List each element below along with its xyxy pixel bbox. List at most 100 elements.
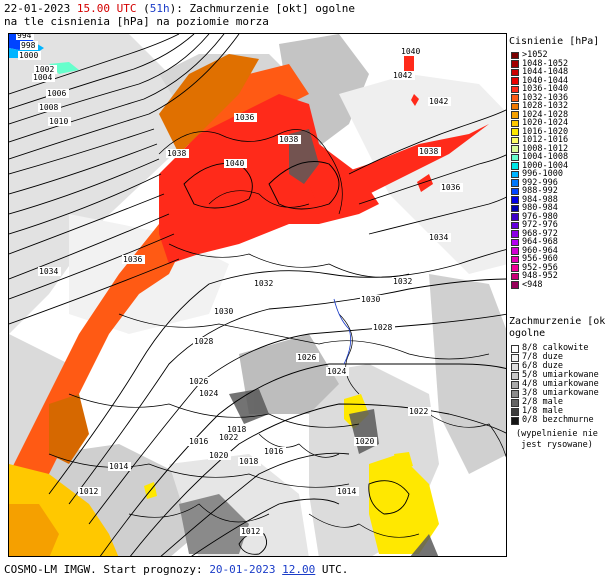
isobar-label-bg xyxy=(18,51,41,60)
legend-label: 960-964 xyxy=(522,245,558,256)
isobar-label-bg xyxy=(418,147,441,156)
isobar-label-bg xyxy=(208,451,231,460)
legend-swatch xyxy=(511,408,519,416)
pressure-legend-item: 1024-1028 xyxy=(509,110,605,120)
legend-swatch xyxy=(511,255,519,263)
legend-label: 3/8 umiarkowane xyxy=(522,388,599,398)
cloud-legend-title: Zachmurzenie [okt] xyxy=(509,316,605,327)
isobar-label: 1018 xyxy=(227,425,246,434)
isobar-label: 1024 xyxy=(199,389,218,398)
legend-swatch xyxy=(511,230,519,238)
isobar-label-bg xyxy=(408,407,431,416)
legend-swatch xyxy=(511,179,519,187)
isobar-label: 1008 xyxy=(39,103,58,112)
isobar-label: 1022 xyxy=(219,433,238,442)
pressure-legend-item: 1036-1040 xyxy=(509,85,605,94)
pressure-legend-item: 988-992 xyxy=(509,187,605,196)
legend-label: 972-976 xyxy=(522,220,558,230)
isobar-label-bg xyxy=(38,267,61,276)
isobar-label: 1038 xyxy=(419,147,438,156)
legend-swatch xyxy=(511,399,519,407)
isobar-label-bg xyxy=(218,433,241,442)
legend-label: >1052 xyxy=(522,50,548,60)
legend-swatch xyxy=(511,145,519,153)
isobar-label: 1016 xyxy=(264,447,283,456)
isobar-label-bg xyxy=(38,103,61,112)
isobar-label: 1014 xyxy=(337,487,356,496)
legend-swatch xyxy=(511,281,519,289)
legend-label: 956-960 xyxy=(522,254,558,264)
isobar-label-bg xyxy=(198,389,221,398)
legend-swatch xyxy=(511,187,519,195)
pressure-legend-item: 980-984 xyxy=(509,204,605,213)
isobar-label: 1036 xyxy=(235,113,254,122)
legend-label: 976-980 xyxy=(522,211,558,222)
legend-label: 1008-1012 xyxy=(522,143,569,154)
pressure-legend-item: 968-972 xyxy=(509,229,605,239)
isobar-label: 1024 xyxy=(327,367,346,376)
pressure-legend-item: 1000-1004 xyxy=(509,161,605,171)
legend-swatch xyxy=(511,354,519,362)
pressure-legend-item: 964-968 xyxy=(509,238,605,247)
legend-label: 964-968 xyxy=(522,237,558,247)
map-title: Zachmurzenie [okt] ogolne xyxy=(189,2,356,15)
river-line xyxy=(333,298,352,365)
isobar-label: 1006 xyxy=(47,89,66,98)
cloud-legend-item: 1/8 male xyxy=(509,407,605,416)
legend-label: 7/8 duze xyxy=(522,352,563,362)
legend-swatch xyxy=(511,119,519,127)
isobar-label-bg xyxy=(392,277,415,286)
isobar-label: 1012 xyxy=(241,527,260,536)
isobar-label-bg xyxy=(188,437,211,446)
legend-swatch xyxy=(511,372,519,380)
legend-swatch xyxy=(511,111,519,119)
isobar-label-bg xyxy=(240,527,263,536)
map-canvas: 1040 1042 1042 1038 1036 1034 1032 1030 1028 1026… xyxy=(9,34,506,556)
pressure-fill-layer xyxy=(9,34,489,556)
pressure-legend-item: 1040-1044 xyxy=(509,75,605,86)
footer-tz: UTC. xyxy=(315,563,349,576)
legend-label: 948-952 xyxy=(522,271,558,281)
isobar-label: 1000 xyxy=(19,51,38,60)
pressure-legend-item: 960-964 xyxy=(509,245,605,256)
legend-label: 952-956 xyxy=(522,262,558,273)
legend-swatch xyxy=(511,102,519,110)
isobar-label-bg xyxy=(428,97,451,106)
pressure-legend-item: 952-956 xyxy=(509,262,605,273)
isobar-label-bg xyxy=(253,279,276,288)
legend-label: <948 xyxy=(522,279,543,290)
legend-swatch xyxy=(511,68,519,76)
isobar-label: 1002 xyxy=(35,65,54,74)
isobar-label-bg xyxy=(224,159,247,168)
legend-swatch xyxy=(511,272,519,280)
isobar-label-bg xyxy=(263,447,286,456)
isobar-label-bg xyxy=(360,295,383,304)
cloud-legend-item: 5/8 umiarkowane xyxy=(509,371,605,380)
pressure-legend-item: >1052 xyxy=(509,51,605,60)
pressure-legend-item: 1008-1012 xyxy=(509,143,605,154)
isobar-label-bg xyxy=(46,89,69,98)
legend-label: 4/8 umiarkowane xyxy=(522,379,599,389)
cloud-legend-item: 4/8 umiarkowane xyxy=(509,380,605,389)
legend-label: 1040-1044 xyxy=(522,75,569,86)
cloud-legend-item: 3/8 umiarkowane xyxy=(509,389,605,398)
legend-swatch xyxy=(511,417,519,425)
pressure-legend-item: 1012-1016 xyxy=(509,136,605,145)
legend-swatch xyxy=(511,85,519,93)
cloud-legend: Zachmurzenie [okt] ogolne 8/8 calkowite7… xyxy=(509,316,605,451)
pressure-legend-item: 996-1000 xyxy=(509,170,605,179)
legend-swatch xyxy=(511,162,519,170)
isobar-label-bg xyxy=(354,437,377,446)
pressure-legend-item: 1020-1024 xyxy=(509,119,605,128)
pressure-legend-item: 992-996 xyxy=(509,178,605,188)
isobar-label-bg xyxy=(166,149,189,158)
isobar-label-bg xyxy=(226,425,249,434)
legend-swatch xyxy=(511,264,519,272)
isobar-label: 1032 xyxy=(254,279,273,288)
forecast-date: 22-01-2023 xyxy=(4,2,71,15)
isobar-label-bg xyxy=(48,117,71,126)
legend-label: 1004-1008 xyxy=(522,152,569,162)
pressure-legend-item: 972-976 xyxy=(509,221,605,230)
legend-label: 1044-1048 xyxy=(522,67,569,77)
isobar-label: 1026 xyxy=(297,353,316,362)
